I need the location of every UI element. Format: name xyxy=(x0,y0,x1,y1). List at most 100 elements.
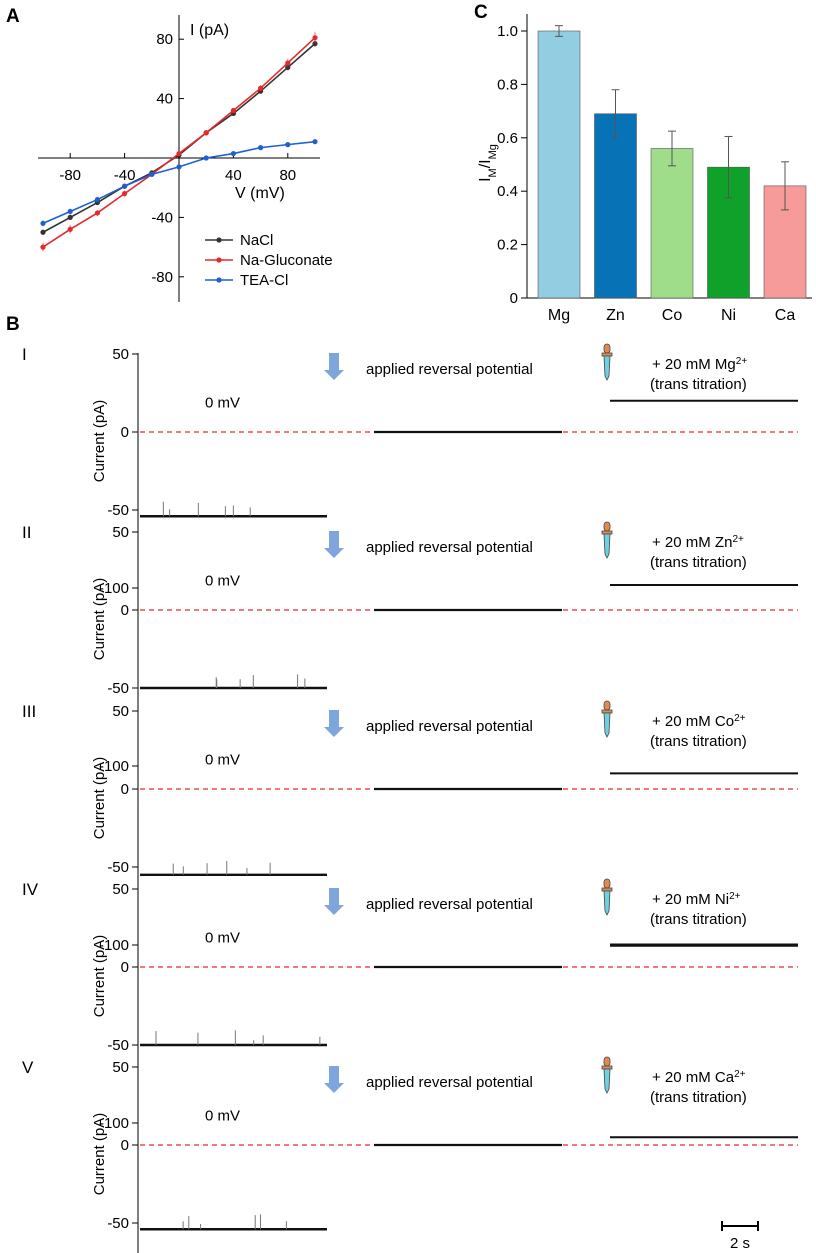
c-y-tick-label: 0.6 xyxy=(497,130,518,147)
trans-label: (trans titration) xyxy=(650,554,747,571)
dropper-icon xyxy=(601,1056,613,1094)
trace-y-tick-label: -100 xyxy=(99,1115,129,1132)
trans-label: (trans titration) xyxy=(650,911,747,928)
a-legend-marker xyxy=(216,237,222,243)
dropper-collar xyxy=(601,352,613,357)
trans-label: (trans titration) xyxy=(650,1089,747,1106)
a-data-point xyxy=(176,164,182,170)
a-data-point xyxy=(230,107,236,114)
down-arrow-icon xyxy=(324,531,344,558)
a-y-tick-label: 40 xyxy=(156,91,173,108)
down-arrow-icon xyxy=(324,353,344,380)
reversal-label: applied reversal potential xyxy=(366,539,533,556)
a-data-point xyxy=(203,155,209,161)
trace-roman-numeral: I xyxy=(22,345,27,364)
reversal-label: applied reversal potential xyxy=(366,361,533,378)
trace-roman-numeral: IV xyxy=(22,880,39,899)
trace-y-tick-label: 0 xyxy=(121,424,129,441)
dropper-tube xyxy=(603,890,611,916)
trace-y-tick-label: 50 xyxy=(112,703,129,720)
down-arrow-icon xyxy=(324,888,344,915)
c-category-label: Mg xyxy=(548,307,570,324)
a-data-point xyxy=(258,145,264,151)
trace-y-tick-label: 50 xyxy=(112,524,129,541)
panel-a-series xyxy=(40,31,318,252)
trace-y-tick-label: -50 xyxy=(107,1037,129,1054)
a-data-point xyxy=(122,183,128,189)
dropper-tube xyxy=(603,355,611,381)
a-data-point xyxy=(40,244,46,250)
voltage-label: 0 mV xyxy=(205,1107,240,1124)
trace-y-tick-label: -50 xyxy=(107,680,129,697)
trace-y-tick-label: -50 xyxy=(107,859,129,876)
panel-a-axes: -80 -40 40 80 80 40 -40 -80 xyxy=(38,15,320,302)
a-legend-label: TEA-Cl xyxy=(240,272,288,289)
a-data-point xyxy=(67,208,73,215)
c-category-label: Ca xyxy=(775,307,796,324)
trace-roman-numeral: II xyxy=(22,523,31,542)
panel-c: C IM/IMg 0 0.2 0.4 0.6 0.8 1.0 Mg Zn Co Ni Ca xyxy=(474,2,812,324)
c-y-tick-label: 0 xyxy=(510,290,518,307)
trace-ylabel: Current (pA) xyxy=(91,935,108,1018)
a-legend-label: NaCl xyxy=(240,232,273,249)
c-category-label: Co xyxy=(662,307,683,324)
a-data-point xyxy=(176,150,182,157)
trace-y-tick-label: 0 xyxy=(121,602,129,619)
a-x-tick-label: 80 xyxy=(279,167,296,184)
dropper-tube xyxy=(603,1068,611,1094)
voltage-label: 0 mV xyxy=(205,572,240,589)
dropper-collar xyxy=(601,709,613,714)
c-y-tick-label: 0.8 xyxy=(497,76,518,93)
dropper-icon xyxy=(601,343,613,381)
trace-y-tick-label: -50 xyxy=(107,1215,129,1232)
reversal-label: applied reversal potential xyxy=(366,1074,533,1091)
ion-addition-label: + 20 mM Ca2+ xyxy=(652,1069,746,1087)
down-arrow-icon xyxy=(324,1066,344,1093)
dropper-collar xyxy=(601,530,613,535)
ion-addition-label: + 20 mM Ni2+ xyxy=(652,891,741,909)
c-bar xyxy=(594,113,637,299)
a-data-point xyxy=(40,220,46,226)
dropper-collar xyxy=(601,887,613,892)
dropper-icon xyxy=(601,700,613,738)
trace-ylabel: Current (pA) xyxy=(91,757,108,840)
scale-bar-label: 2 s xyxy=(730,1235,750,1252)
trans-label: (trans titration) xyxy=(650,733,747,750)
a-data-point xyxy=(285,142,291,148)
c-y-tick-label: 1.0 xyxy=(497,23,518,40)
trace-y-tick-label: 0 xyxy=(121,959,129,976)
panel-a-ylabel: I (pA) xyxy=(190,22,229,39)
trace-ylabel: Current (pA) xyxy=(91,400,108,483)
c-bar xyxy=(537,30,581,299)
c-y-tick-label: 0.2 xyxy=(497,237,518,254)
c-y-tick-label: 0.4 xyxy=(497,183,518,200)
trace-y-tick-label: -50 xyxy=(107,502,129,519)
panel-a: A -80 -40 40 80 80 40 -40 -80 I (pA) V (mV) NaC… xyxy=(6,6,333,302)
trace-roman-numeral: III xyxy=(22,702,36,721)
a-data-point xyxy=(67,214,73,220)
trace-y-tick-label: -100 xyxy=(99,580,129,597)
a-data-point xyxy=(94,196,100,203)
ion-addition-label: + 20 mM Mg2+ xyxy=(652,356,747,374)
a-x-tick-label: -80 xyxy=(59,167,81,184)
a-data-point xyxy=(149,171,155,177)
dropper-tube xyxy=(603,533,611,559)
reversal-label: applied reversal potential xyxy=(366,896,533,913)
a-data-point xyxy=(67,226,73,232)
trans-label: (trans titration) xyxy=(650,376,747,393)
a-data-point xyxy=(40,229,46,235)
voltage-label: 0 mV xyxy=(205,751,240,768)
panel-a-letter: A xyxy=(6,6,20,27)
a-y-tick-label: -40 xyxy=(151,209,173,226)
a-data-point xyxy=(122,191,128,197)
a-y-tick-label: -80 xyxy=(151,269,173,286)
panel-c-chart: 0 0.2 0.4 0.6 0.8 1.0 Mg Zn Co Ni Ca xyxy=(497,14,812,324)
trace-y-tick-label: -100 xyxy=(99,937,129,954)
a-data-point xyxy=(312,139,318,145)
trace-roman-numeral: V xyxy=(22,1058,34,1077)
trace-y-tick-label: 50 xyxy=(112,1059,129,1076)
